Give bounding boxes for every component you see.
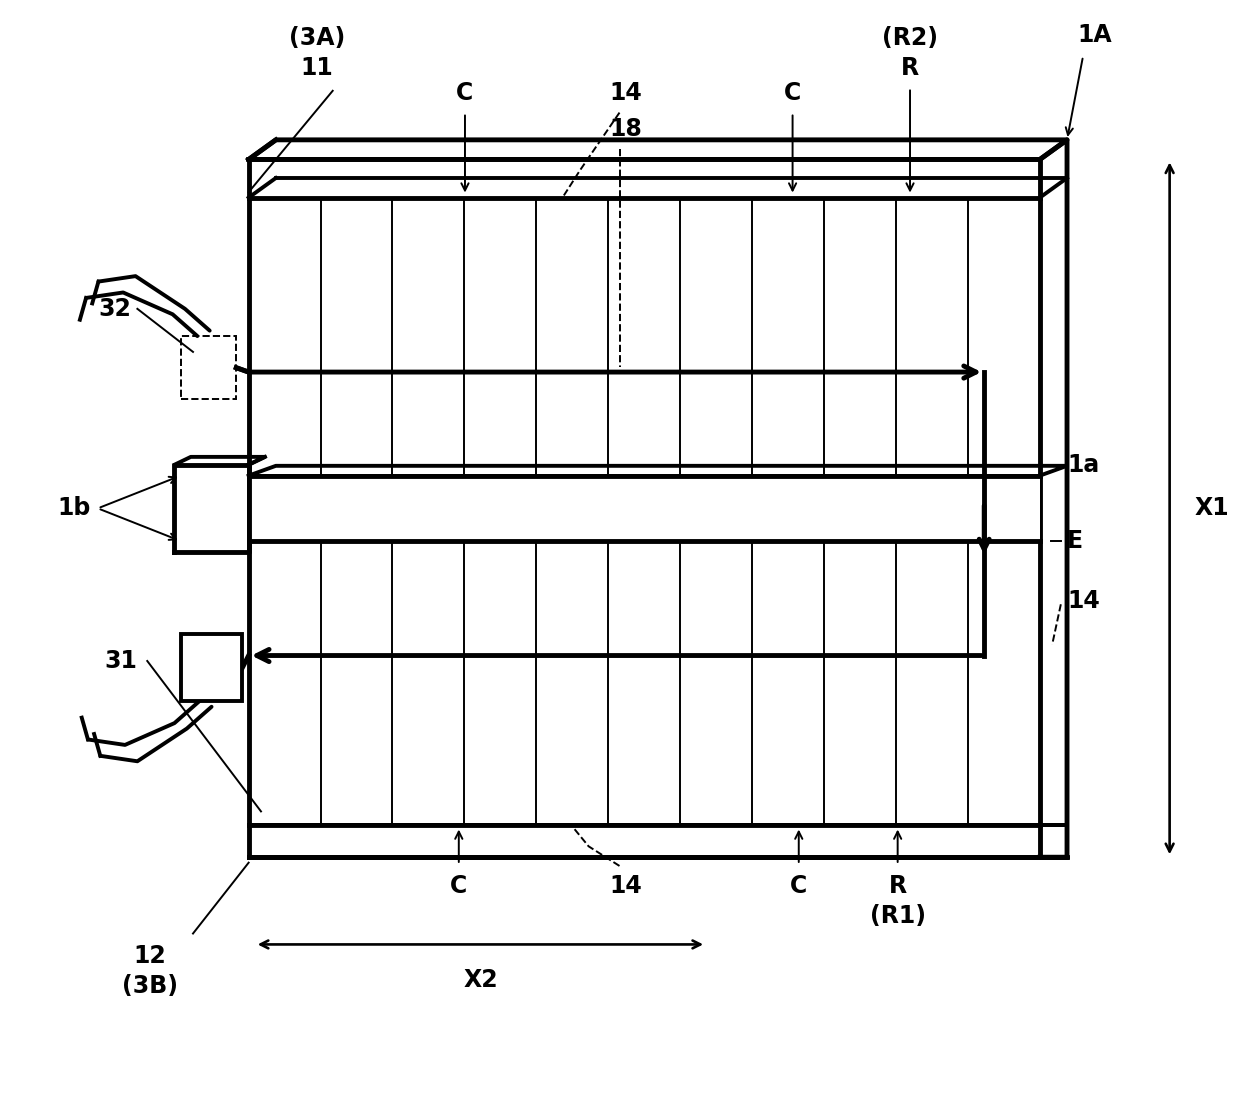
Text: 31: 31 [104, 649, 138, 673]
Text: C: C [456, 81, 474, 105]
Text: X1: X1 [1194, 496, 1229, 520]
Text: 18: 18 [609, 117, 642, 141]
Text: (3B): (3B) [122, 974, 177, 998]
Text: 1b: 1b [57, 496, 91, 520]
Text: 1a: 1a [1068, 453, 1100, 477]
Text: C: C [790, 873, 807, 897]
Text: 14: 14 [1068, 589, 1100, 613]
Text: 1A: 1A [1076, 23, 1111, 47]
Text: R: R [901, 56, 919, 80]
Text: (3A): (3A) [289, 26, 345, 50]
Text: C: C [450, 873, 467, 897]
Text: (R1): (R1) [869, 904, 925, 928]
Text: C: C [784, 81, 801, 105]
Text: X2: X2 [463, 968, 497, 992]
Text: R: R [889, 873, 906, 897]
Text: 14: 14 [609, 873, 642, 897]
Text: E: E [1068, 529, 1084, 553]
Text: 32: 32 [98, 297, 131, 321]
Text: 11: 11 [300, 56, 334, 80]
Text: (R2): (R2) [882, 26, 937, 50]
Text: 14: 14 [609, 81, 642, 105]
Polygon shape [181, 634, 243, 702]
Polygon shape [249, 475, 1040, 541]
Text: 12: 12 [134, 944, 166, 968]
